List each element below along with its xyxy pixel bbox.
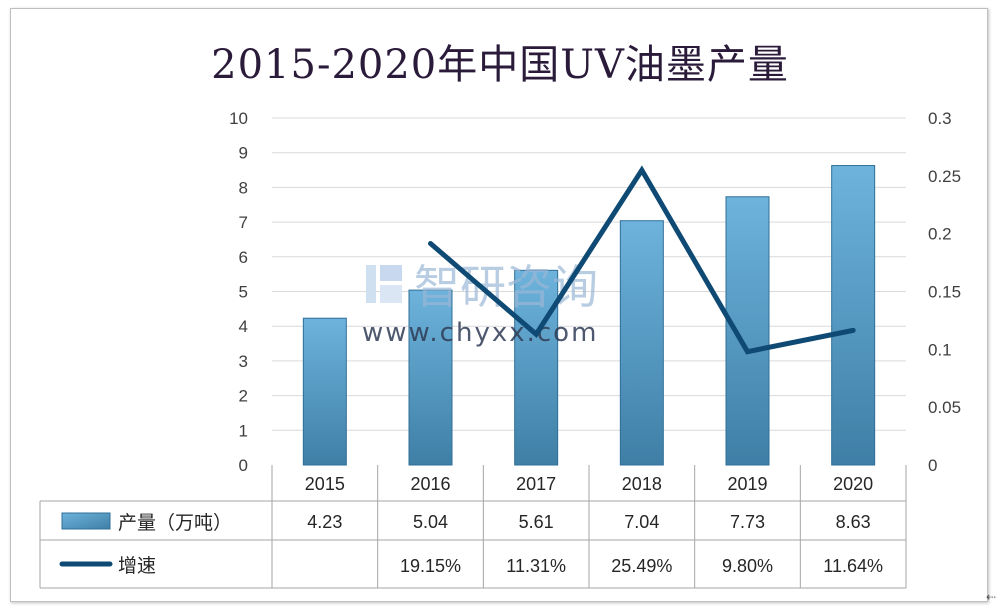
x-tick-label: 2020 — [833, 474, 873, 494]
chart-title: 2015-2020年中国UV油墨产量 — [211, 42, 789, 88]
y-right-tick-label: 0.3 — [928, 109, 952, 128]
x-tick-label: 2016 — [410, 474, 450, 494]
y-left-tick-label: 3 — [239, 352, 248, 371]
data-label-growth: 9.80% — [722, 556, 773, 576]
data-label-output: 8.63 — [836, 512, 871, 532]
bar — [725, 196, 770, 466]
y-left-tick-label: 8 — [239, 178, 248, 197]
watermark-logo-icon — [366, 265, 376, 303]
legend-line-label: 增速 — [118, 555, 156, 577]
bar — [302, 317, 347, 466]
data-label-output: 5.61 — [519, 512, 554, 532]
x-tick-label: 2015 — [305, 474, 345, 494]
y-right-tick-label: 0.05 — [928, 398, 961, 417]
watermark-logo-icon — [380, 285, 402, 303]
y-right-tick-label: 0.25 — [928, 167, 961, 186]
data-label-growth: 25.49% — [611, 556, 672, 576]
x-tick-label: 2019 — [727, 474, 767, 494]
watermark-url: www.chyxx.com — [362, 318, 598, 348]
data-label-output: 5.04 — [413, 512, 448, 532]
legend-bar-label: 产量（万吨） — [118, 512, 232, 534]
y-left-tick-label: 5 — [239, 283, 248, 302]
watermark-logo-icon — [380, 265, 402, 281]
y-right-tick-label: 0.2 — [928, 225, 952, 244]
y-left-tick-label: 4 — [239, 317, 248, 336]
y-left-tick-label: 1 — [239, 421, 248, 440]
y-left-tick-label: 7 — [239, 213, 248, 232]
data-label-growth: 11.64% — [823, 556, 883, 576]
bar — [831, 165, 876, 466]
y-right-tick-label: 0.1 — [928, 340, 952, 359]
y-left-tick-label: 10 — [229, 109, 248, 128]
bar — [408, 289, 453, 466]
y-left-tick-label: 0 — [239, 456, 248, 475]
data-label-output: 4.23 — [307, 512, 342, 532]
data-label-growth: 19.15% — [400, 556, 461, 576]
y-left-tick-label: 6 — [239, 248, 248, 267]
y-right-tick-label: 0 — [928, 456, 937, 475]
data-label-growth: 11.31% — [506, 556, 566, 576]
legend-bar-swatch — [61, 512, 111, 530]
y-right-tick-label: 0.15 — [928, 283, 961, 302]
data-label-output: 7.73 — [730, 512, 765, 532]
bar — [619, 220, 664, 466]
x-tick-label: 2017 — [516, 474, 556, 494]
x-tick-label: 2018 — [622, 474, 662, 494]
corner-arrow-icon: ⇠ — [986, 590, 997, 604]
bar — [514, 269, 559, 466]
y-left-tick-label: 9 — [239, 144, 248, 163]
y-left-tick-label: 2 — [239, 387, 248, 406]
data-label-output: 7.04 — [624, 512, 659, 532]
